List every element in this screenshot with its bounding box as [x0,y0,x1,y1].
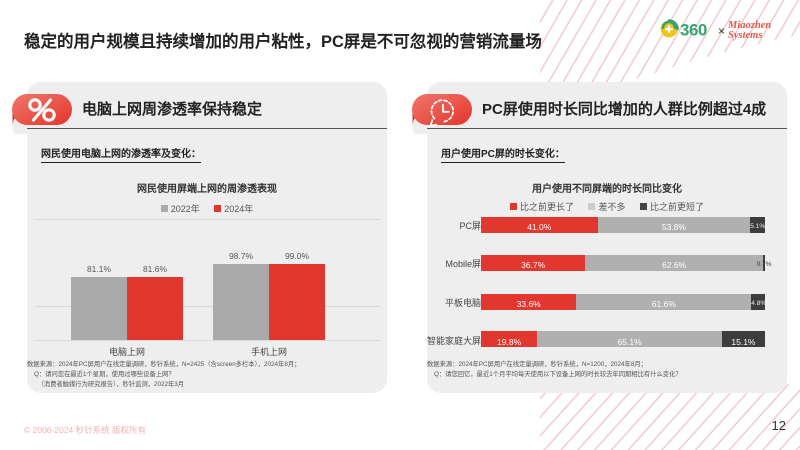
svg-text:×: × [718,24,725,38]
svg-text:Systems: Systems [728,30,762,41]
svg-text:360: 360 [680,21,707,40]
